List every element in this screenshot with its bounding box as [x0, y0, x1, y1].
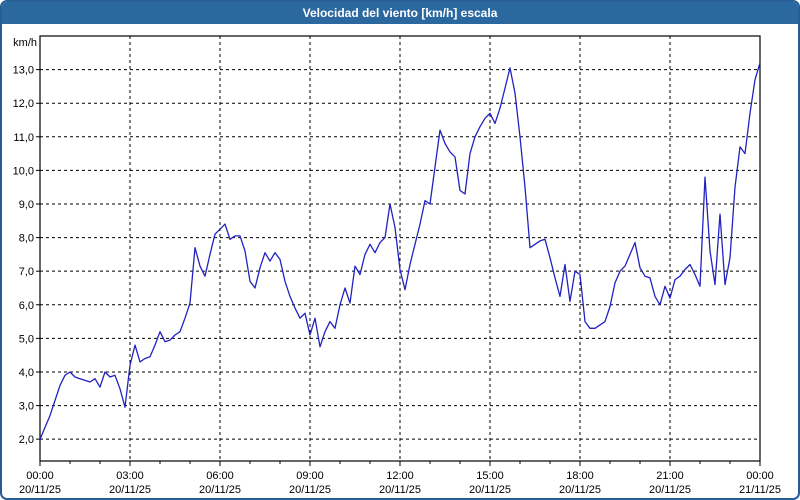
- x-tick-date-label: 20/11/25: [199, 484, 241, 496]
- x-tick-date-label: 20/11/25: [649, 484, 691, 496]
- y-tick-label: 13,0: [13, 65, 34, 77]
- x-tick-date-label: 20/11/25: [559, 484, 601, 496]
- x-tick-time-label: 12:00: [386, 470, 414, 482]
- y-tick-label: 5,0: [19, 333, 34, 345]
- y-tick-label: 7,0: [19, 266, 34, 278]
- x-tick-time-label: 00:00: [746, 470, 774, 482]
- y-tick-label: 10,0: [13, 165, 34, 177]
- x-tick-time-label: 15:00: [476, 470, 504, 482]
- x-tick-date-label: 20/11/25: [289, 484, 331, 496]
- y-tick-label: 6,0: [19, 300, 34, 312]
- plot-border: [39, 35, 761, 462]
- y-tick-label: 12,0: [13, 98, 34, 110]
- chart-title: Velocidad del viento [km/h] escala: [302, 6, 498, 20]
- x-tick-date-label: 20/11/25: [19, 484, 61, 496]
- x-tick-date-label: 21/11/25: [739, 484, 781, 496]
- x-tick-date-label: 20/11/25: [379, 484, 421, 496]
- y-tick-label: 11,0: [13, 132, 34, 144]
- x-tick-date-label: 20/11/25: [109, 484, 151, 496]
- y-tick-label: 3,0: [19, 401, 34, 413]
- y-tick-label: 4,0: [19, 367, 34, 379]
- y-tick-label: 2,0: [19, 434, 34, 446]
- chart-svg: 2,0 3,0 4,0 5,0 6,0 7,0 8,0 9,0 10,0 11,0 12,0 13,0…: [13, 35, 781, 496]
- x-tick-time-label: 06:00: [206, 470, 234, 482]
- y-axis-unit-label: km/h: [13, 37, 37, 49]
- x-tick-time-label: 21:00: [656, 470, 684, 482]
- y-tick-label: 9,0: [19, 199, 34, 211]
- x-tick-time-label: 18:00: [566, 470, 594, 482]
- y-tick-label: 8,0: [19, 233, 34, 245]
- x-tick-time-label: 09:00: [296, 470, 324, 482]
- x-tick-date-label: 20/11/25: [469, 484, 511, 496]
- x-tick-time-label: 03:00: [116, 470, 144, 482]
- chart-title-bar: Velocidad del viento [km/h] escala: [2, 2, 798, 24]
- wind-speed-line: [39, 62, 761, 440]
- x-tick-time-label: 00:00: [26, 470, 54, 482]
